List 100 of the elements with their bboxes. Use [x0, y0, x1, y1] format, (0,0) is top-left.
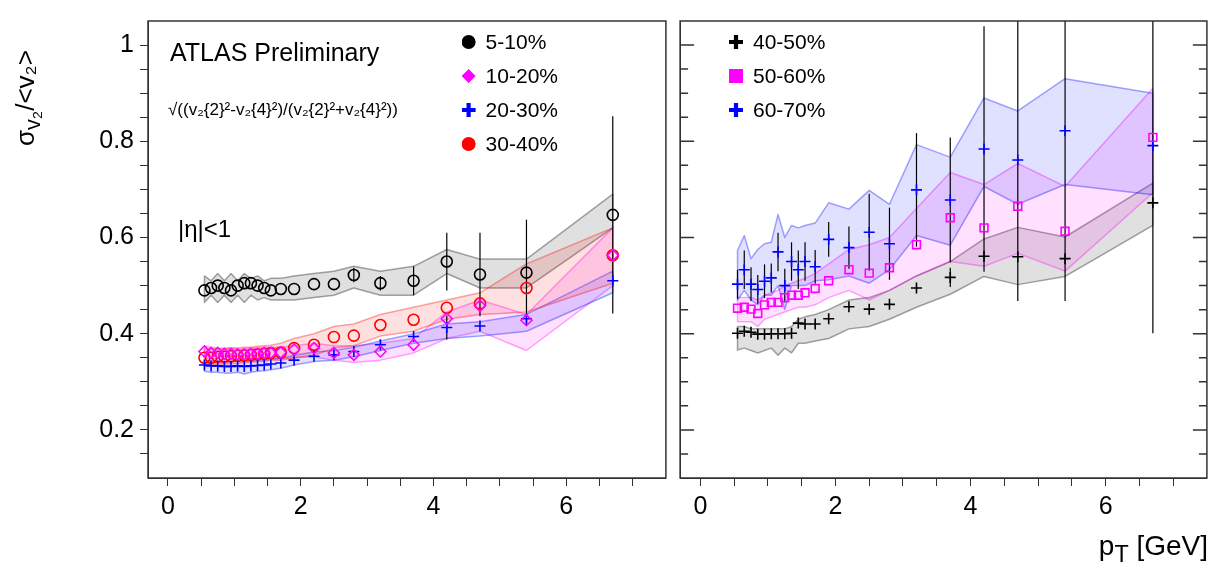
y-tick-label: 0.4	[99, 317, 135, 346]
point	[746, 304, 756, 314]
y-tick-label: 1	[120, 28, 134, 57]
point	[771, 245, 785, 259]
point	[842, 241, 856, 254]
point	[440, 255, 454, 268]
legend-label: 10-20%	[485, 64, 558, 87]
point	[753, 308, 763, 319]
x-tick-label: 4	[963, 490, 978, 519]
point	[224, 284, 238, 297]
point	[883, 298, 896, 311]
point	[1058, 124, 1072, 137]
x-tick-label: 6	[1098, 490, 1113, 519]
point	[864, 268, 874, 278]
point	[884, 263, 895, 273]
point	[407, 313, 420, 327]
point	[287, 282, 301, 296]
point	[737, 324, 751, 338]
point	[945, 213, 955, 223]
point	[251, 279, 264, 292]
point	[211, 350, 225, 364]
point	[759, 300, 770, 310]
point	[520, 266, 533, 279]
point	[204, 346, 218, 360]
point	[218, 281, 231, 295]
point	[1148, 132, 1158, 143]
point	[374, 276, 387, 290]
legend-label: 40-50%	[753, 30, 826, 53]
legend-label: 5-10%	[485, 30, 547, 53]
point	[211, 279, 225, 292]
point	[800, 288, 810, 298]
point	[862, 225, 876, 239]
point	[1011, 153, 1025, 167]
legend-label: 20-30%	[485, 98, 558, 121]
point	[307, 277, 321, 291]
point	[822, 233, 835, 246]
point	[327, 330, 341, 344]
point	[758, 274, 771, 288]
point	[287, 353, 301, 367]
point	[844, 265, 854, 275]
x-tick-label: 0	[693, 490, 708, 519]
point	[732, 303, 743, 313]
point	[910, 183, 923, 197]
point	[791, 316, 805, 330]
y-tick-label: 0.8	[99, 125, 134, 154]
point	[606, 208, 620, 222]
point	[1013, 201, 1023, 211]
point	[731, 277, 744, 291]
point	[347, 329, 361, 342]
annotation: √((v₂{2}²-v₂{4}²)/(v₂{2}²+v₂{4}²))	[168, 100, 398, 120]
point	[374, 318, 387, 332]
point	[307, 349, 321, 363]
point	[198, 358, 211, 372]
point	[731, 326, 744, 340]
point	[739, 302, 749, 312]
point	[910, 281, 923, 295]
x-tick-label: 2	[293, 490, 308, 519]
point	[440, 312, 454, 326]
point	[327, 277, 341, 291]
point	[1060, 226, 1070, 236]
point	[979, 223, 989, 233]
point	[407, 338, 420, 352]
x-tick-label: 6	[559, 490, 574, 519]
point	[1058, 252, 1072, 265]
point	[778, 279, 792, 292]
point	[231, 279, 244, 292]
point	[407, 274, 420, 288]
point	[440, 301, 454, 315]
point	[204, 351, 218, 365]
point	[211, 359, 225, 373]
point	[473, 268, 487, 281]
point	[798, 255, 812, 268]
point	[606, 274, 620, 288]
point	[977, 142, 991, 156]
point	[231, 359, 244, 373]
point	[198, 345, 211, 358]
point	[407, 330, 420, 343]
x-tick-label: 0	[160, 490, 175, 519]
point	[244, 359, 258, 373]
point	[198, 351, 211, 365]
point	[822, 312, 835, 326]
point	[473, 319, 487, 333]
point	[257, 281, 271, 295]
point	[347, 345, 361, 358]
point	[943, 271, 957, 284]
point	[911, 240, 922, 250]
annotation: |η|<1	[178, 215, 232, 243]
point	[766, 297, 776, 308]
point	[237, 276, 251, 290]
point	[274, 282, 288, 296]
point	[943, 193, 957, 207]
annotation: ATLAS Preliminary	[170, 38, 380, 67]
point	[773, 297, 783, 308]
point	[1146, 139, 1160, 152]
point	[211, 346, 225, 360]
point	[810, 283, 820, 294]
point	[347, 268, 361, 282]
point	[883, 237, 896, 251]
point	[198, 284, 211, 297]
point	[347, 348, 361, 362]
